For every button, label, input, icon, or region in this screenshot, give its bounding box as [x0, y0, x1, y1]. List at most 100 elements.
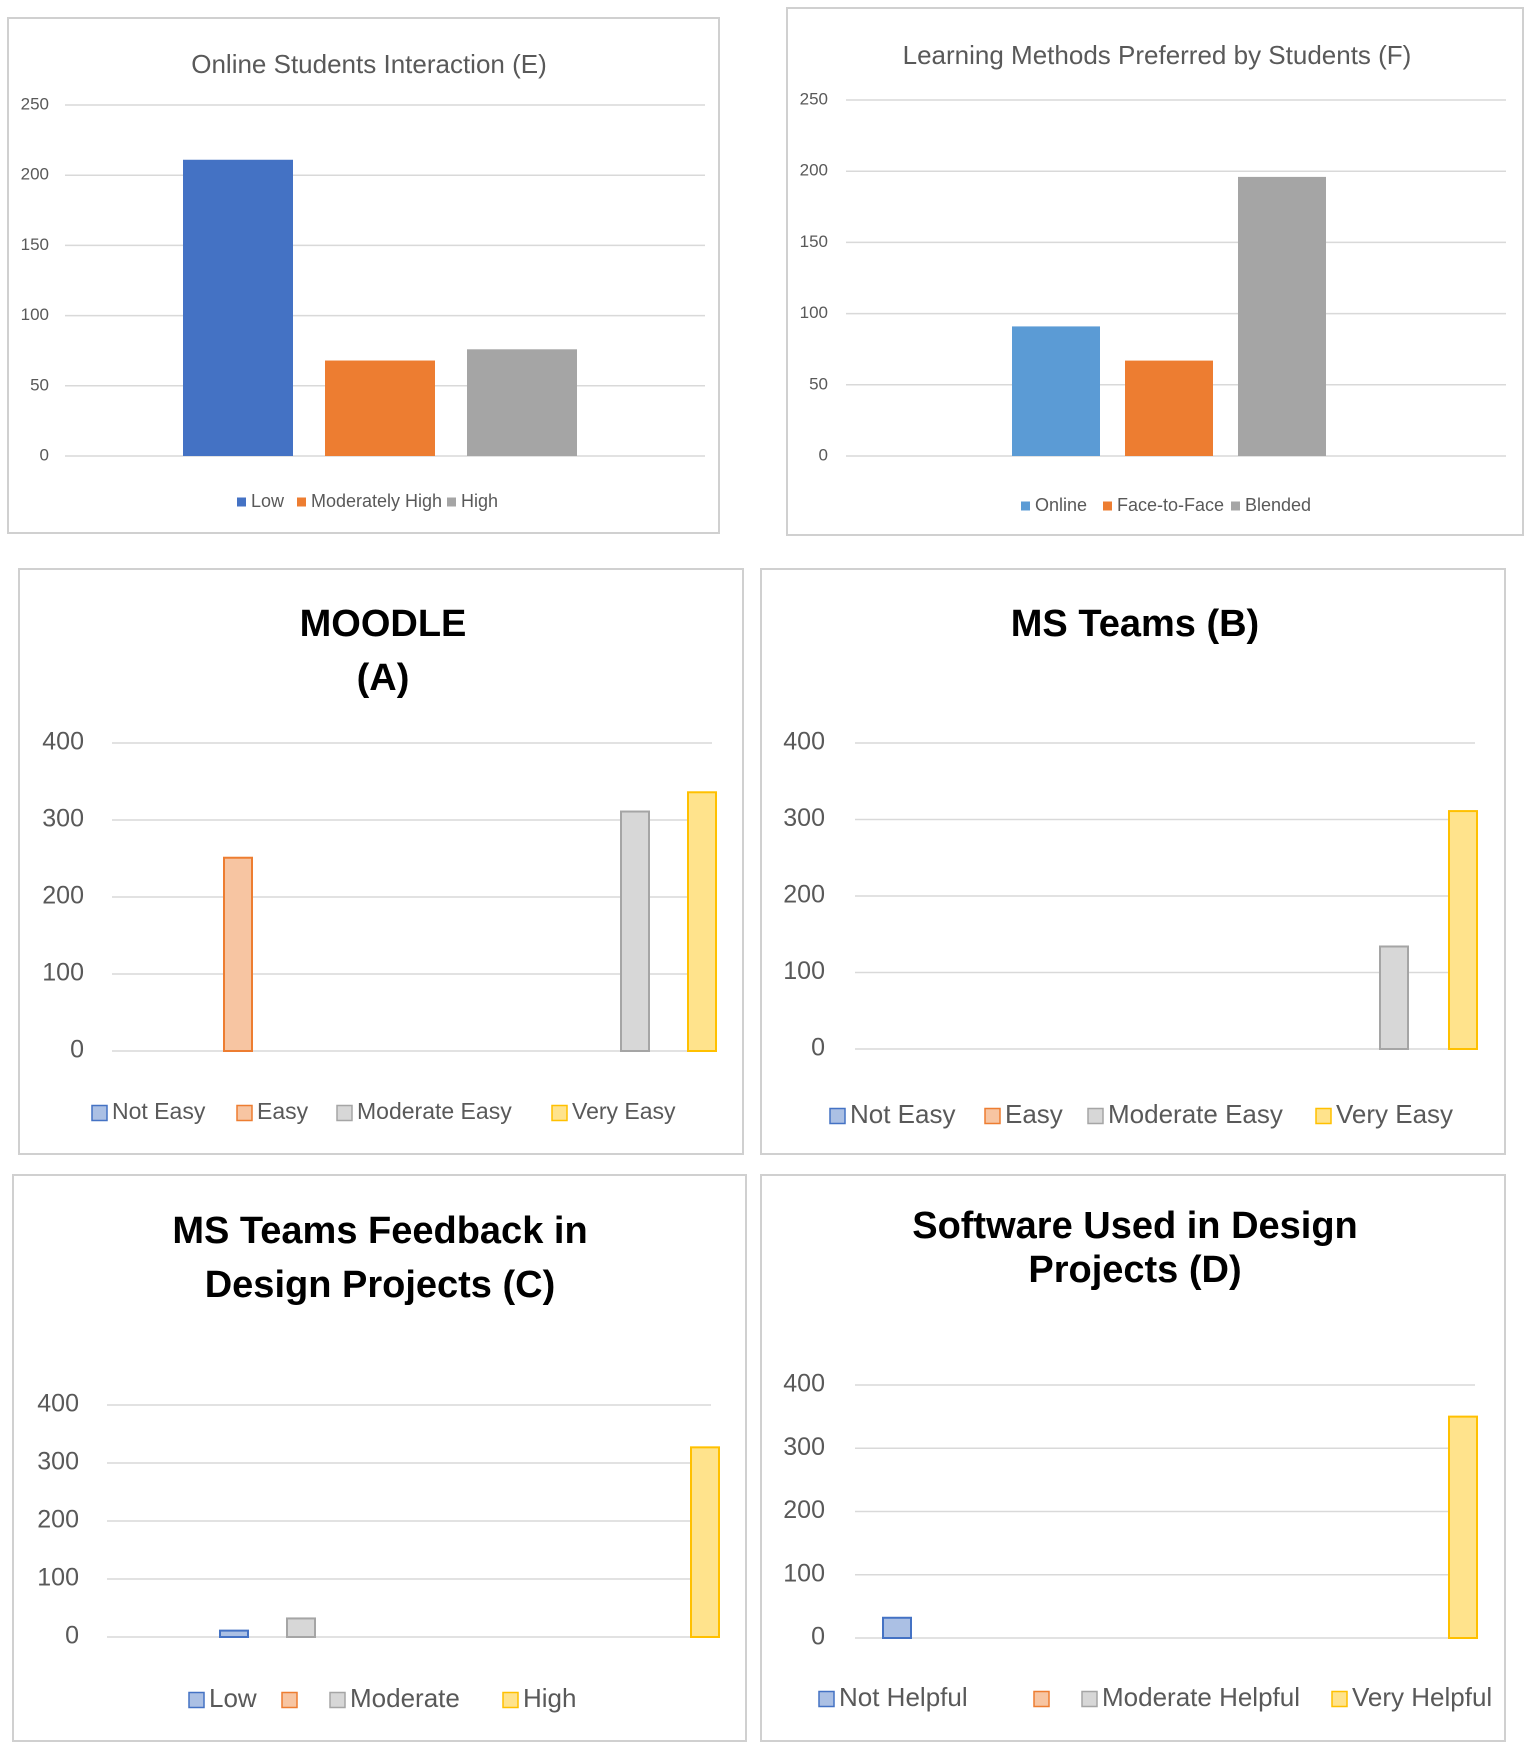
chart-e-legend-label: Moderately High	[311, 491, 442, 511]
chart-f-bar-blended	[1238, 176, 1326, 456]
chart-d-y-tick-label: 100	[783, 1559, 825, 1587]
chart-f-bar-online	[1012, 326, 1100, 456]
chart-d-title-line-1: Projects (D)	[1028, 1249, 1241, 1291]
chart-f-legend-swatch	[1021, 501, 1030, 511]
chart-e-y-tick-label: 200	[21, 165, 49, 184]
chart-e-bar-low	[183, 159, 293, 457]
chart-d-legend-swatch	[1081, 1690, 1098, 1708]
chart-e-legend-swatch	[237, 497, 246, 507]
chart-b-legend-swatch	[829, 1107, 846, 1125]
chart-c-legend-label: Low	[209, 1683, 257, 1713]
chart-b-y-tick-label: 300	[783, 804, 825, 832]
chart-c-bar-low	[219, 1629, 249, 1638]
chart-f-y-tick-label: 200	[800, 161, 828, 180]
chart-d-y-tick-label: 200	[783, 1496, 825, 1524]
chart-c-y-tick-label: 100	[37, 1564, 79, 1592]
chart-d-y-tick-label: 300	[783, 1433, 825, 1461]
chart-e-y-tick-label: 50	[30, 375, 49, 394]
chart-e-legend-label: Low	[251, 491, 285, 511]
chart-c-legend-swatch	[502, 1691, 519, 1709]
chart-b-y-tick-label: 200	[783, 881, 825, 909]
chart-f-legend-label: Face-to-Face	[1117, 495, 1224, 515]
chart-a-legend-swatch	[236, 1104, 253, 1122]
chart-a-legend-swatch	[91, 1104, 108, 1122]
chart-a-legend-label: Very Easy	[572, 1098, 676, 1124]
chart-f-legend-swatch	[1231, 501, 1240, 511]
chart-a-legend-label: Not Easy	[112, 1098, 206, 1124]
chart-e-bar-high	[467, 349, 577, 456]
chart-f-bar-face-to-face	[1125, 360, 1213, 456]
chart-e-svg: Online Students Interaction (E) 0 50 100 150…	[21, 49, 705, 511]
chart-f-legend-swatch	[1103, 501, 1112, 511]
chart-f-y-tick-label: 50	[809, 374, 828, 393]
chart-c-legend-label: High	[523, 1683, 576, 1713]
chart-e-y-tick-label: 100	[21, 305, 49, 324]
chart-panel-c: MS Teams Feedback in Design Projects (C) 0…	[12, 1174, 747, 1742]
chart-a-bar-moderate-easy	[620, 810, 650, 1052]
chart-e-y-tick-label: 250	[21, 94, 49, 113]
chart-d-legend-label: Not Helpful	[839, 1682, 968, 1712]
chart-f-legend-label: Blended	[1245, 495, 1311, 515]
chart-a-y-tick-label: 400	[42, 728, 84, 756]
chart-b-title-line-0: MS Teams (B)	[1011, 603, 1259, 645]
chart-f-y-tick-label: 250	[800, 89, 828, 108]
chart-c-y-tick-label: 300	[37, 1448, 79, 1476]
chart-f-y-tick-label: 100	[800, 303, 828, 322]
chart-b-y-tick-label: 100	[783, 957, 825, 985]
chart-c-title-line-1: Design Projects (C)	[205, 1264, 556, 1306]
chart-d-legend-label: Moderate Helpful	[1102, 1682, 1300, 1712]
chart-e-y-tick-label: 0	[40, 445, 49, 464]
chart-e-bar-moderately-high	[325, 360, 435, 456]
chart-d-bar-very-helpful	[1448, 1415, 1478, 1639]
chart-a-legend-swatch	[336, 1104, 353, 1122]
chart-e-title-line-0: Online Students Interaction (E)	[191, 49, 547, 79]
chart-a-title-line-1: (A)	[357, 657, 410, 699]
chart-d-y-tick-label: 400	[783, 1370, 825, 1398]
chart-b-legend-label: Very Easy	[1336, 1099, 1453, 1129]
chart-b-bar-moderate-easy	[1379, 945, 1409, 1050]
chart-e-legend-label: High	[461, 491, 498, 511]
chart-b-legend-label: Moderate Easy	[1108, 1099, 1283, 1129]
chart-f-y-tick-label: 0	[819, 445, 828, 464]
chart-b-legend-label: Not Easy	[850, 1099, 956, 1129]
chart-c-legend-swatch	[329, 1691, 346, 1709]
chart-a-svg: MOODLE (A) 0 100 200 300 400 Not Easy Easy Modera…	[42, 603, 717, 1124]
chart-b-y-tick-label: 400	[783, 728, 825, 756]
chart-b-svg: MS Teams (B) 0 100 200 300 400 Not Easy Easy Mod…	[783, 603, 1478, 1129]
chart-panel-f: Learning Methods Preferred by Students (…	[786, 7, 1524, 536]
chart-c-legend-label: Moderate	[350, 1683, 460, 1713]
chart-f-y-tick-label: 150	[800, 232, 828, 251]
chart-b-legend-swatch	[984, 1107, 1001, 1125]
chart-c-y-tick-label: 400	[37, 1390, 79, 1418]
chart-b-y-tick-label: 0	[811, 1034, 825, 1062]
chart-d-legend-label: Very Helpful	[1352, 1682, 1492, 1712]
chart-c-bar-moderate	[286, 1617, 316, 1639]
chart-c-legend-swatch	[281, 1691, 298, 1709]
chart-f-title-line-0: Learning Methods Preferred by Students (…	[903, 40, 1412, 70]
chart-a-bar-very-easy	[687, 791, 717, 1052]
chart-c-title-line-0: MS Teams Feedback in	[172, 1210, 587, 1252]
chart-panel-a: MOODLE (A) 0 100 200 300 400 Not Easy Easy Modera…	[18, 568, 744, 1155]
chart-d-legend-swatch	[1033, 1690, 1050, 1708]
chart-panel-e: Online Students Interaction (E) 0 50 100 150…	[7, 17, 720, 534]
chart-a-legend-swatch	[551, 1104, 568, 1122]
chart-a-bar-easy	[223, 856, 253, 1053]
chart-panel-b: MS Teams (B) 0 100 200 300 400 Not Easy Easy Mod…	[760, 568, 1506, 1155]
chart-f-legend-label: Online	[1035, 495, 1087, 515]
chart-a-y-tick-label: 0	[70, 1036, 84, 1064]
chart-a-title-line-0: MOODLE	[300, 603, 467, 645]
chart-d-y-tick-label: 0	[811, 1623, 825, 1651]
chart-a-legend-label: Easy	[257, 1098, 309, 1124]
chart-d-bar-not-helpful	[882, 1616, 912, 1640]
chart-a-y-tick-label: 100	[42, 959, 84, 987]
chart-a-y-tick-label: 300	[42, 805, 84, 833]
chart-c-y-tick-label: 200	[37, 1506, 79, 1534]
chart-c-legend-swatch	[188, 1691, 205, 1709]
chart-e-y-tick-label: 150	[21, 235, 49, 254]
chart-b-legend-label: Easy	[1005, 1099, 1063, 1129]
chart-b-legend-swatch	[1087, 1107, 1104, 1125]
chart-b-legend-swatch	[1315, 1107, 1332, 1125]
chart-d-legend-swatch	[818, 1690, 835, 1708]
chart-f-svg: Learning Methods Preferred by Students (…	[800, 40, 1506, 515]
